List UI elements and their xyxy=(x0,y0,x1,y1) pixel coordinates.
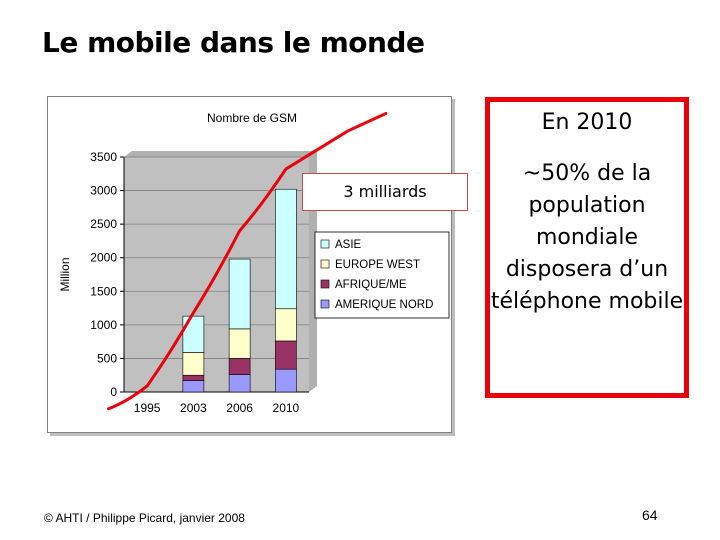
trend-line xyxy=(107,112,388,411)
slide-title: Le mobile dans le monde xyxy=(42,26,425,59)
bar-segment-europe-west xyxy=(275,308,297,342)
y-tick-label: 3500 xyxy=(90,150,117,164)
bar-segment-amerique-nord xyxy=(275,368,297,393)
bar-segment-amerique-nord xyxy=(228,374,251,393)
x-tick-label: 1995 xyxy=(134,401,161,415)
chart-svg: Nombre de GSM 0 500 1000 1500 2000 2500 3000 350… xyxy=(47,96,455,436)
bar-segment-amerique-nord xyxy=(182,380,205,393)
chart-title: Nombre de GSM xyxy=(207,111,297,125)
three-billion-annotation: 3 milliards xyxy=(302,173,468,211)
callout-box: En 2010 ~50% de la population mondiale d… xyxy=(485,97,689,398)
gsm-chart: Nombre de GSM 0 500 1000 1500 2000 2500 3000 350… xyxy=(47,96,455,436)
bar-segment-asie xyxy=(182,315,205,353)
footer-copyright: © AHTI / Philippe Picard, janvier 2008 xyxy=(44,511,245,525)
bar-segment-europe-west xyxy=(228,328,251,359)
bar-segment-asie xyxy=(228,258,251,330)
y-tick-label: 3000 xyxy=(90,184,117,198)
y-tick-label: 500 xyxy=(97,351,117,365)
legend-swatch-asie xyxy=(320,239,330,249)
y-tick-label: 1000 xyxy=(90,318,117,332)
bar-segment-asie xyxy=(275,188,297,310)
legend-label: AMERIQUE NORD xyxy=(335,299,433,311)
legend-label: EUROPE WEST xyxy=(335,259,420,271)
x-tick-label: 2010 xyxy=(273,401,300,415)
y-axis-label: Million xyxy=(58,257,72,291)
y-tick-label: 2000 xyxy=(90,251,117,265)
legend-swatch-europe-west xyxy=(320,259,330,269)
bar-segment-afrique-me xyxy=(182,374,205,381)
bar-segment-europe-west xyxy=(182,352,205,376)
x-tick-label: 2006 xyxy=(226,401,253,415)
legend-swatch-amerique-nord xyxy=(320,299,330,309)
page-number: 64 xyxy=(642,507,658,523)
legend-box xyxy=(314,231,450,319)
y-tick-label: 1500 xyxy=(90,284,117,298)
legend-label: AFRIQUE/ME xyxy=(335,279,407,291)
bar-segment-afrique-me xyxy=(228,358,251,375)
y-tick-label: 2500 xyxy=(90,217,117,231)
x-tick-label: 2003 xyxy=(180,401,207,415)
callout-body: ~50% de la population mondiale disposera… xyxy=(490,161,684,314)
callout-heading: En 2010 xyxy=(541,110,633,135)
legend-swatch-afrique-me xyxy=(320,279,330,289)
bar-segment-afrique-me xyxy=(275,340,297,370)
y-tick-label: 0 xyxy=(110,385,117,399)
legend-label: ASIE xyxy=(335,239,362,251)
